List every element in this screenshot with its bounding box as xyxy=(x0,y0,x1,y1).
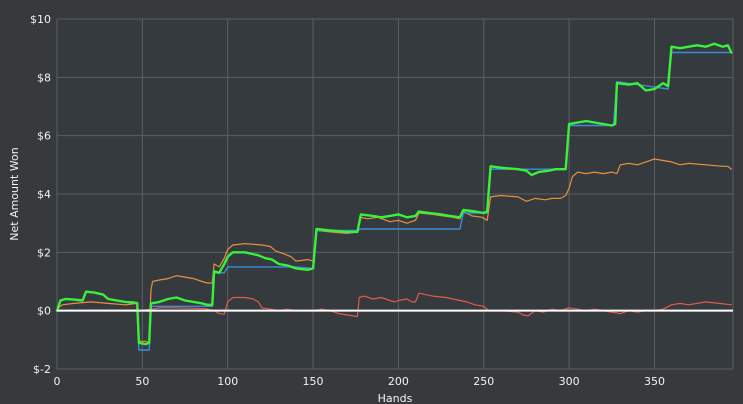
x-tick-label: 50 xyxy=(135,375,149,388)
x-tick-label: 100 xyxy=(217,375,238,388)
x-tick-label: 200 xyxy=(388,375,409,388)
x-axis-ticks: 0 50 100 150 200 250 300 350 xyxy=(54,375,665,388)
series-line-1 xyxy=(56,158,732,344)
y-tick-label: $6 xyxy=(37,130,51,143)
y-tick-label: $-2 xyxy=(33,363,51,376)
x-tick-label: 350 xyxy=(644,375,665,388)
x-axis-title: Hands xyxy=(378,392,413,404)
x-tick-label: 150 xyxy=(303,375,324,388)
x-tick-label: 300 xyxy=(559,375,580,388)
y-tick-label: $8 xyxy=(37,71,51,84)
plot-border xyxy=(56,18,734,370)
y-tick-label: $4 xyxy=(37,188,51,201)
y-axis-title: Net Amount Won xyxy=(8,147,21,240)
x-tick-label: 0 xyxy=(54,375,61,388)
x-tick-label: 250 xyxy=(473,375,494,388)
y-tick-label: $0 xyxy=(37,305,51,318)
y-axis-ticks: $-2 $0 $2 $4 $6 $8 $10 xyxy=(30,13,51,376)
y-tick-label: $2 xyxy=(37,246,51,259)
series-line-4 xyxy=(55,42,733,346)
y-tick-label: $10 xyxy=(30,13,51,26)
